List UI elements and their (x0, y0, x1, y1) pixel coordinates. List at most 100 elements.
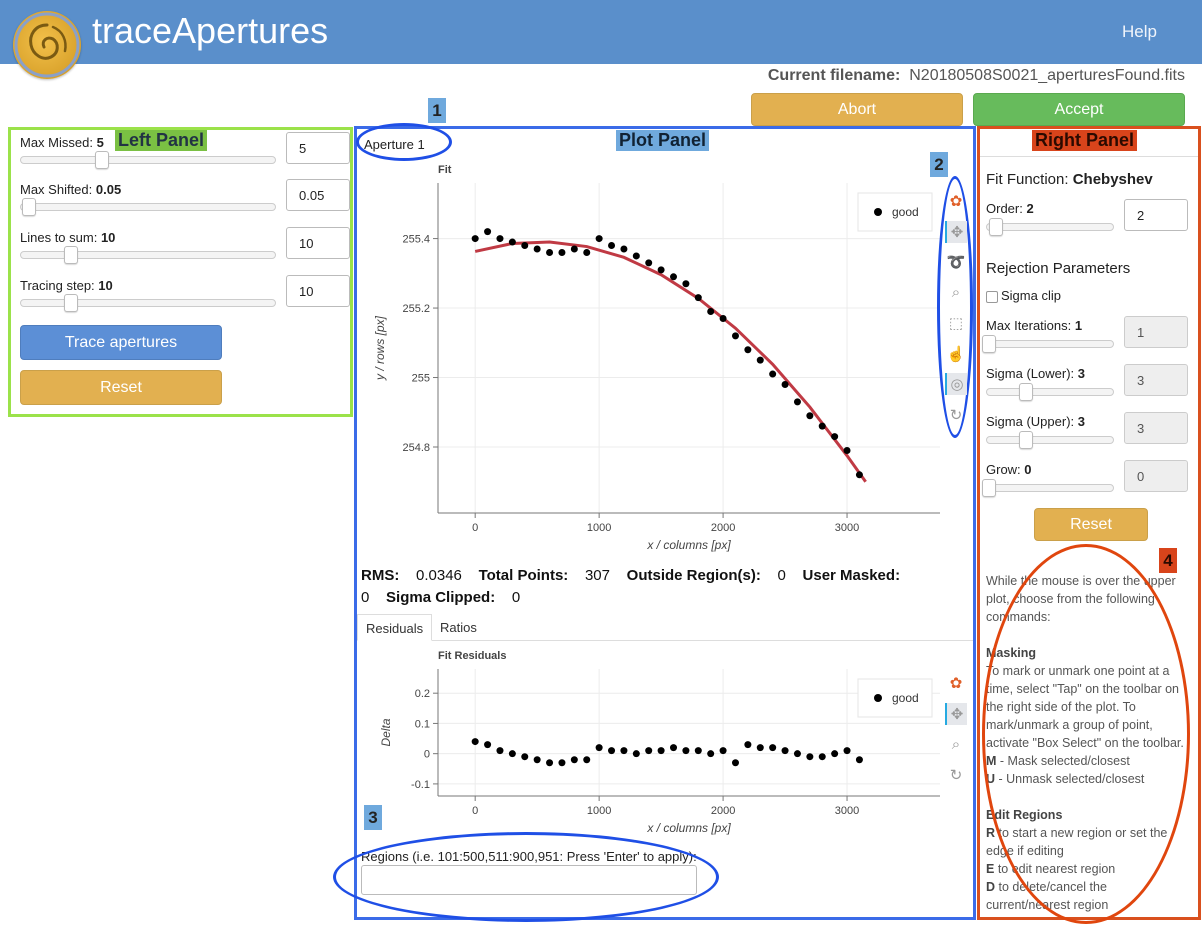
filename-value: N20180508S0021_aperturesFound.fits (909, 67, 1185, 84)
total-points-value: 307 (584, 567, 610, 584)
rms-value: 0.0346 (416, 567, 462, 584)
data-point (707, 308, 715, 316)
right-param-input[interactable]: 3 (1124, 364, 1188, 396)
annotation-tag-1: 1 (428, 98, 446, 123)
left-param-input[interactable]: 10 (286, 227, 350, 259)
order-slider[interactable] (986, 223, 1114, 231)
right-param-label: Sigma (Upper): 3 (986, 414, 1085, 429)
right-param-input[interactable]: 3 (1124, 412, 1188, 444)
left-param-slider-thumb[interactable] (64, 294, 79, 312)
order-slider-thumb[interactable] (989, 218, 1003, 236)
reset-icon[interactable]: ↻ (949, 406, 963, 424)
data-point (744, 741, 752, 749)
right-param-label-text: Max Iterations: (986, 318, 1072, 333)
pan-icon[interactable]: ✥ (945, 702, 967, 725)
reset-icon[interactable]: ↻ (949, 766, 963, 784)
tap-icon[interactable]: ☝ (946, 345, 966, 363)
data-point (843, 747, 851, 755)
x-tick-label: 3000 (835, 805, 859, 817)
wheel-zoom-icon[interactable]: ◎ (945, 373, 967, 395)
fit-stats: RMS: 0.0346 Total Points: 307 Outside Re… (361, 565, 961, 609)
pan-icon[interactable]: ✥ (945, 220, 967, 243)
right-param-slider-thumb[interactable] (1019, 383, 1034, 401)
left-param-input[interactable]: 0.05 (286, 179, 350, 211)
tab-residuals[interactable]: Residuals (357, 614, 433, 641)
trace-apertures-button[interactable]: Trace apertures (20, 325, 222, 360)
right-param-input[interactable]: 1 (1124, 316, 1188, 348)
left-param-slider[interactable] (20, 156, 276, 164)
filename-label: Current filename: (767, 67, 901, 84)
legend-marker (874, 694, 882, 702)
y-axis-label: Delta (379, 718, 393, 746)
total-points-label: Total Points: (478, 567, 569, 584)
data-point (806, 412, 814, 420)
right-param-slider-thumb[interactable] (1019, 431, 1034, 449)
data-point (645, 747, 653, 755)
left-param-slider-thumb[interactable] (22, 198, 36, 216)
plot-panel (354, 126, 976, 920)
right-param-label: Grow: 0 (986, 462, 1032, 477)
right-param-slider[interactable] (986, 436, 1114, 444)
residuals-chart[interactable]: 0 1000 2000 3000 -0.1 0 0.1 0.2 Fit Residuals x /… (358, 646, 942, 840)
data-point (843, 446, 851, 454)
zoom-icon[interactable]: ⌕ (951, 284, 961, 301)
data-point (657, 266, 665, 274)
data-point (546, 248, 554, 256)
right-reset-button[interactable]: Reset (1034, 508, 1148, 541)
right-param-label-text: Sigma (Lower): (986, 366, 1075, 381)
right-param-input[interactable]: 0 (1124, 460, 1188, 492)
left-param-label-text: Lines to sum: (20, 230, 98, 245)
left-param-slider[interactable] (20, 299, 276, 307)
tab-ratios[interactable]: Ratios (440, 620, 477, 635)
help-link[interactable]: Help (1122, 22, 1157, 41)
zoom-icon[interactable]: ⌕ (951, 735, 961, 753)
data-point (756, 356, 764, 364)
right-param-slider[interactable] (986, 484, 1114, 492)
data-point (719, 747, 727, 755)
sigma-clip-label: Sigma clip (1001, 288, 1061, 303)
left-param-slider[interactable] (20, 203, 276, 211)
data-point (496, 235, 504, 243)
right-panel-divider (980, 156, 1198, 157)
left-param-input[interactable]: 5 (286, 132, 350, 164)
user-masked-label: User Masked: (802, 567, 901, 584)
right-param-label-text: Sigma (Upper): (986, 414, 1075, 429)
data-point (670, 273, 678, 281)
data-point (731, 332, 739, 340)
y-tick-label: 254.8 (402, 442, 430, 454)
left-param-slider[interactable] (20, 251, 276, 259)
accept-button[interactable]: Accept (973, 93, 1185, 126)
data-point (793, 398, 801, 406)
left-param-input[interactable]: 10 (286, 275, 350, 307)
lasso-select-icon[interactable]: ➰ (946, 254, 966, 271)
legend-box (857, 192, 933, 232)
left-reset-button[interactable]: Reset (20, 370, 222, 405)
right-param-label: Max Iterations: 1 (986, 318, 1082, 333)
order-input[interactable]: 2 (1124, 199, 1188, 231)
left-param-slider-thumb[interactable] (64, 246, 79, 264)
right-param-slider-thumb[interactable] (982, 335, 996, 353)
annotation-tag-4: 4 (1159, 548, 1177, 573)
fit-line (474, 240, 867, 483)
y-tick-label: 255 (412, 373, 430, 385)
right-param-slider[interactable] (986, 388, 1114, 396)
data-point (793, 750, 801, 758)
data-point (855, 756, 863, 764)
data-point (682, 280, 690, 288)
left-param-slider-thumb[interactable] (94, 151, 109, 169)
abort-button[interactable]: Abort (751, 93, 963, 126)
fit-chart[interactable]: 0 1000 2000 3000 254.8 255 255.2 255.4 Fit x / co… (358, 160, 942, 560)
data-point (620, 245, 628, 253)
x-tick-label: 1000 (587, 522, 611, 534)
right-param-slider[interactable] (986, 340, 1114, 348)
left-param-label-value: 10 (100, 230, 116, 245)
right-param-slider-thumb[interactable] (982, 479, 996, 497)
box-select-icon[interactable]: ⬚ (948, 315, 964, 332)
sigma-clip-checkbox[interactable] (986, 291, 998, 303)
data-point (508, 750, 516, 758)
data-point (670, 744, 678, 752)
data-point (570, 245, 578, 253)
data-point (471, 235, 479, 243)
left-param-label: Lines to sum: 10 (20, 230, 115, 245)
data-point (632, 252, 640, 260)
